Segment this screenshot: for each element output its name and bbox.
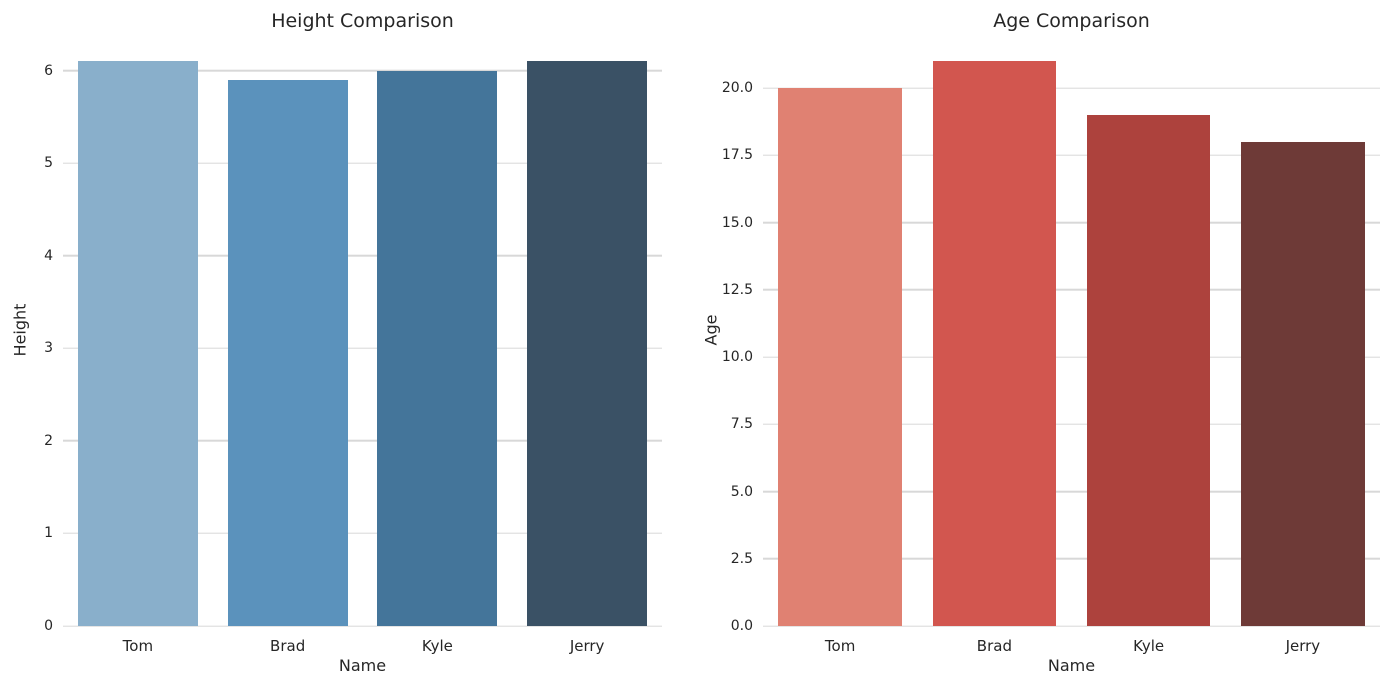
y-tick-label: 5 <box>44 155 53 172</box>
y-tick-label: 12.5 <box>721 281 753 298</box>
y-axis-label: Height <box>10 303 30 357</box>
height-comparison-chart: Height Comparison Height 0 1 2 3 4 5 6 Tom Brad K… <box>0 0 694 690</box>
chart-title: Height Comparison <box>271 10 454 32</box>
x-tick-label: Tom <box>824 637 856 655</box>
y-tick-label: 2.5 <box>730 550 753 567</box>
x-tick-label: Jerry <box>1285 637 1321 655</box>
y-tick-label: 5.0 <box>730 483 753 500</box>
bar-tom <box>778 88 902 626</box>
y-axis-label: Age <box>701 314 721 346</box>
gridline <box>63 625 662 627</box>
gridline <box>63 69 662 72</box>
x-tick-label: Tom <box>122 637 154 655</box>
age-comparison-chart: Age Comparison Age 0.0 2.5 5.0 7.5 10.0 12.5 1… <box>694 0 1389 690</box>
plot-area: 0 1 2 3 4 5 6 Tom Brad Kyle Jerry <box>44 33 662 655</box>
gridline <box>63 347 662 349</box>
bar-kyle <box>377 70 498 626</box>
y-tick-label: 6 <box>44 62 53 79</box>
gridline <box>763 625 1380 627</box>
gridline <box>763 221 1380 224</box>
plot-area: 0.0 2.5 5.0 7.5 10.0 12.5 15.0 17.5 20.0 Tom Brad K… <box>722 33 1380 655</box>
x-axis-label: Name <box>338 656 387 675</box>
bar-tom <box>77 61 198 626</box>
x-tick-label: Kyle <box>421 637 453 655</box>
y-tick-label: 3 <box>44 340 53 357</box>
x-tick-label: Kyle <box>1133 637 1165 655</box>
x-axis-label: Name <box>1047 656 1096 675</box>
bar-brad <box>932 61 1057 626</box>
y-tick-label: 15.0 <box>721 214 753 231</box>
gridline <box>63 162 662 164</box>
y-tick-label: 20.0 <box>721 80 753 97</box>
x-tick-label: Brad <box>976 637 1012 655</box>
y-tick-label: 17.5 <box>721 147 753 164</box>
gridline <box>763 87 1380 89</box>
x-tick-label: Brad <box>270 637 306 655</box>
gridline <box>763 558 1380 560</box>
y-tick-label: 10.0 <box>721 349 753 366</box>
bar-kyle <box>1086 115 1211 626</box>
bar-jerry <box>527 61 648 626</box>
gridline <box>63 532 662 535</box>
bar-brad <box>227 79 348 626</box>
gridline <box>763 490 1380 493</box>
gridline <box>63 254 662 257</box>
y-tick-label: 4 <box>44 247 53 264</box>
gridline <box>763 423 1380 426</box>
gridline <box>763 356 1380 358</box>
gridline <box>763 289 1380 291</box>
y-tick-label: 1 <box>44 525 53 542</box>
gridline <box>763 154 1380 157</box>
bar-jerry <box>1241 141 1365 626</box>
gridline <box>63 440 662 442</box>
y-tick-label: 0.0 <box>730 618 753 634</box>
y-tick-label: 2 <box>44 432 53 449</box>
x-tick-label: Jerry <box>569 637 605 655</box>
y-tick-label: 0 <box>44 618 53 634</box>
chart-title: Age Comparison <box>993 10 1150 32</box>
y-tick-label: 7.5 <box>730 416 753 433</box>
